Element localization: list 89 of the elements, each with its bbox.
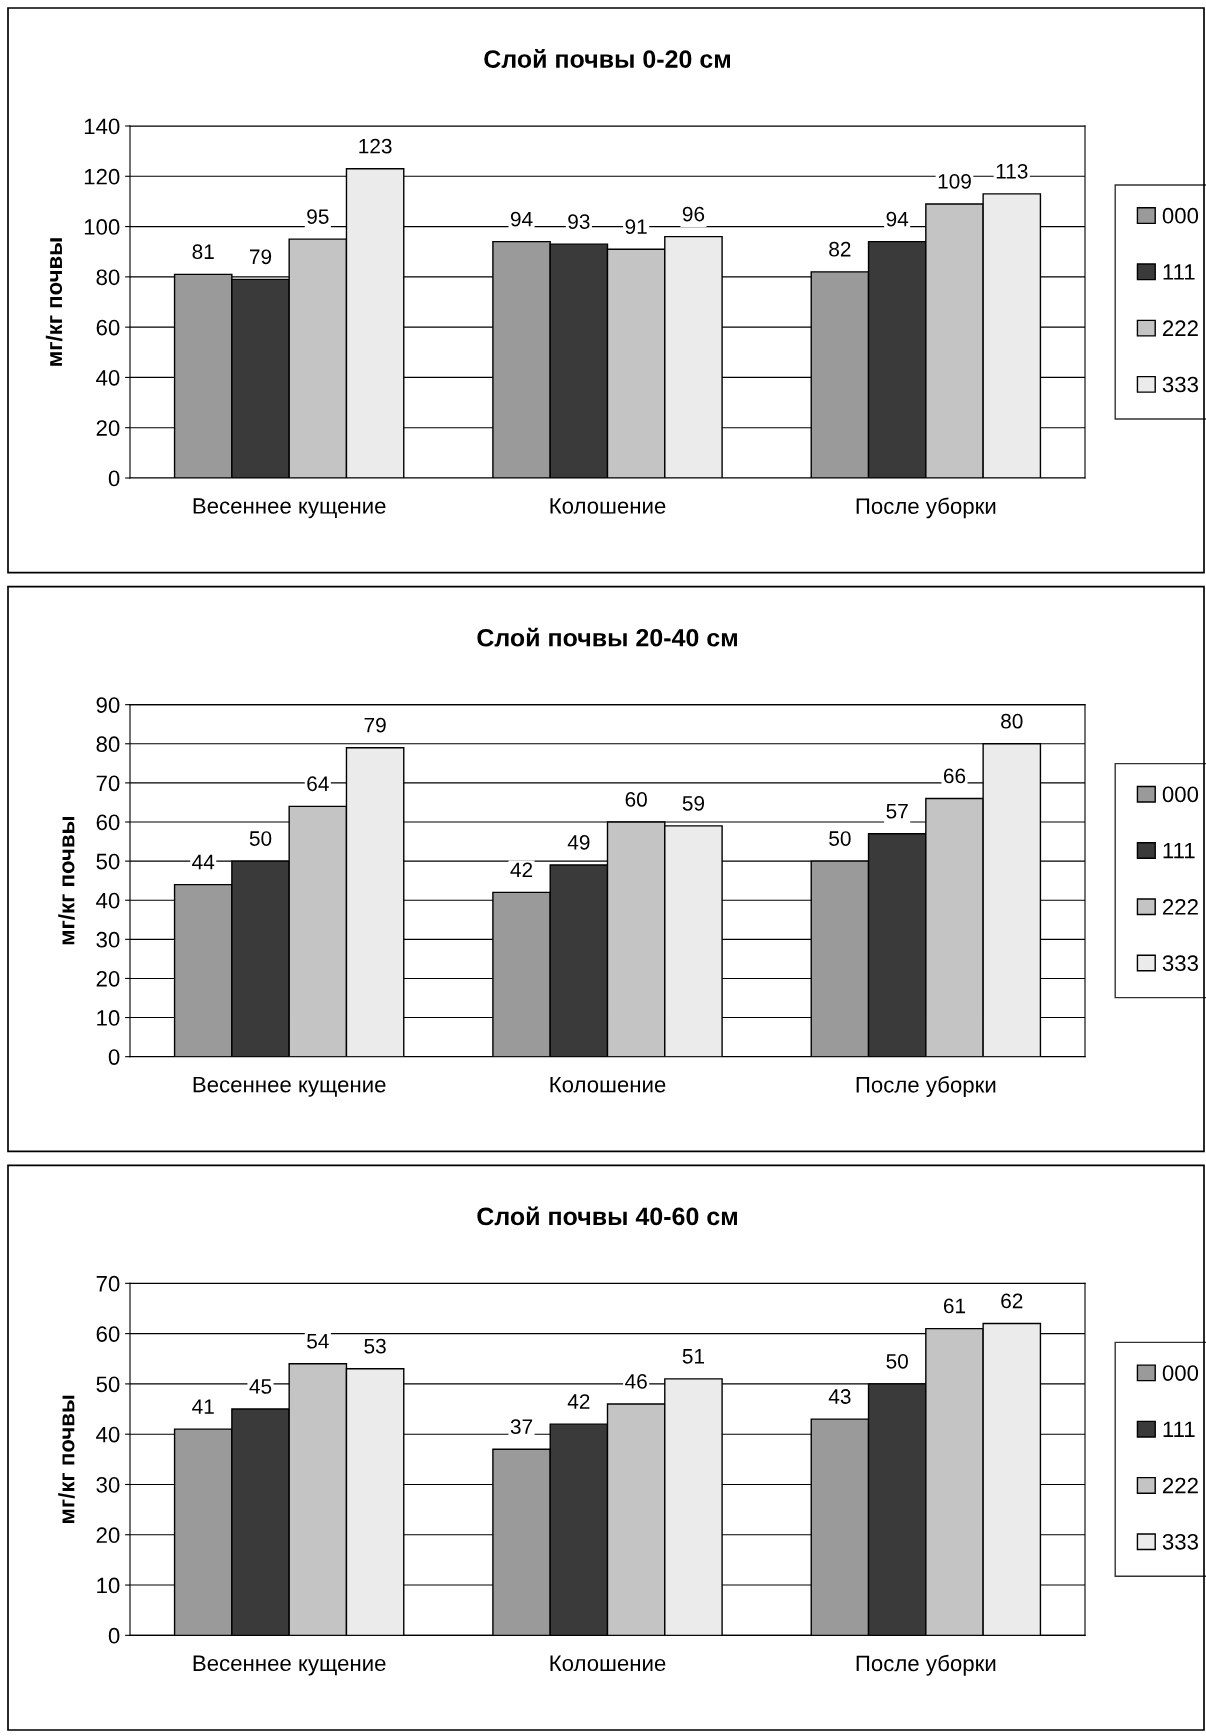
data-label: 66	[943, 768, 966, 784]
y-tick-label: 40	[96, 1426, 120, 1443]
y-tick-label: 120	[84, 168, 120, 185]
data-label: 109	[938, 173, 971, 189]
y-tick-label: 20	[96, 1527, 120, 1544]
y-tick-label: 100	[84, 219, 120, 235]
legend-label: 000	[1162, 207, 1199, 224]
y-tick-label: 140	[84, 118, 120, 135]
data-label: 94	[886, 211, 909, 227]
chart-title: Слой почвы 0-20 см	[484, 49, 730, 68]
legend-label: 333	[1162, 1533, 1198, 1550]
data-label: 57	[886, 803, 908, 819]
data-label: 54	[307, 1334, 329, 1349]
legend-label: 111	[1163, 264, 1195, 280]
y-tick-label: 70	[96, 1275, 120, 1292]
legend-label: 111	[1163, 1421, 1195, 1437]
x-tick-label: Весеннее кущение	[193, 498, 386, 519]
data-label: 45	[249, 1379, 272, 1394]
legend-label: 000	[1162, 786, 1199, 803]
data-label: 46	[625, 1374, 647, 1389]
data-label: 81	[192, 244, 214, 260]
y-tick-label: 80	[96, 736, 120, 753]
data-label: 91	[625, 219, 647, 234]
chart-title: Слой почвы 20-40 см	[477, 627, 737, 647]
data-label: 50	[886, 1353, 908, 1369]
y-tick-label: 20	[96, 970, 120, 987]
data-label: 44	[192, 854, 215, 870]
data-label: 51	[682, 1349, 705, 1364]
y-axis-title: мг/кг почвы	[58, 1395, 75, 1523]
legend-label: 111	[1163, 842, 1195, 859]
y-tick-label: 80	[96, 269, 120, 286]
y-axis-title: мг/кг почвы	[45, 238, 63, 366]
y-tick-label: 60	[96, 1326, 120, 1342]
data-label: 53	[364, 1338, 386, 1354]
y-tick-label: 60	[96, 814, 120, 831]
y-tick-label: 10	[97, 1577, 120, 1594]
data-label: 64	[307, 776, 329, 792]
y-tick-label: 40	[96, 892, 120, 909]
data-label: 42	[567, 1394, 590, 1409]
x-tick-label: После уборки	[856, 1076, 996, 1098]
data-label: 43	[828, 1389, 851, 1404]
legend-label: 333	[1162, 376, 1198, 393]
data-label: 41	[192, 1399, 214, 1414]
data-label: 93	[568, 214, 590, 229]
x-tick-label: После уборки	[856, 1654, 996, 1676]
data-label: 82	[829, 241, 851, 257]
y-tick-label: 30	[96, 1477, 120, 1493]
y-tick-label: 0	[108, 1049, 120, 1065]
y-tick-label: 90	[96, 697, 120, 713]
y-tick-label: 0	[108, 470, 120, 487]
data-label: 113	[996, 163, 1028, 179]
legend-label: 222	[1163, 320, 1198, 336]
y-tick-label: 50	[96, 1376, 120, 1393]
legend-label: 000	[1162, 1365, 1199, 1381]
data-label: 50	[249, 831, 272, 846]
data-label: 62	[1001, 1293, 1023, 1309]
data-label: 60	[625, 792, 647, 807]
x-tick-label: После уборки	[856, 497, 996, 519]
data-label: 80	[1001, 713, 1023, 729]
data-label: 42	[510, 862, 533, 877]
y-tick-label: 40	[96, 369, 120, 386]
x-tick-label: Весеннее кущение	[193, 1076, 386, 1097]
y-axis-title: мг/кг почвы	[58, 817, 75, 945]
data-label: 49	[567, 835, 590, 850]
data-label: 59	[682, 795, 705, 811]
x-tick-label: Весеннее кущение	[193, 1655, 386, 1676]
data-label: 50	[829, 831, 851, 846]
y-tick-label: 70	[96, 775, 120, 792]
legend-label: 222	[1163, 1477, 1198, 1494]
y-tick-label: 50	[96, 853, 120, 870]
data-label: 61	[943, 1298, 966, 1314]
y-tick-label: 30	[96, 931, 120, 948]
x-tick-label: Колошение	[550, 498, 666, 514]
y-tick-label: 10	[97, 1010, 120, 1026]
legend-label: 333	[1162, 955, 1198, 972]
data-label: 37	[510, 1419, 533, 1435]
x-tick-label: Колошение	[550, 1076, 666, 1093]
legend-label: 222	[1163, 899, 1198, 915]
y-tick-label: 20	[96, 420, 120, 436]
data-label: 95	[307, 209, 329, 224]
y-tick-label: 60	[96, 319, 120, 336]
chart-title: Слой почвы 40-60 см	[477, 1206, 737, 1226]
data-label: 123	[359, 138, 392, 154]
data-label: 79	[250, 249, 272, 265]
data-label: 96	[682, 206, 705, 222]
data-label: 79	[364, 717, 386, 733]
y-tick-label: 0	[108, 1627, 120, 1644]
x-tick-label: Колошение	[550, 1655, 666, 1672]
data-label: 94	[510, 211, 533, 227]
